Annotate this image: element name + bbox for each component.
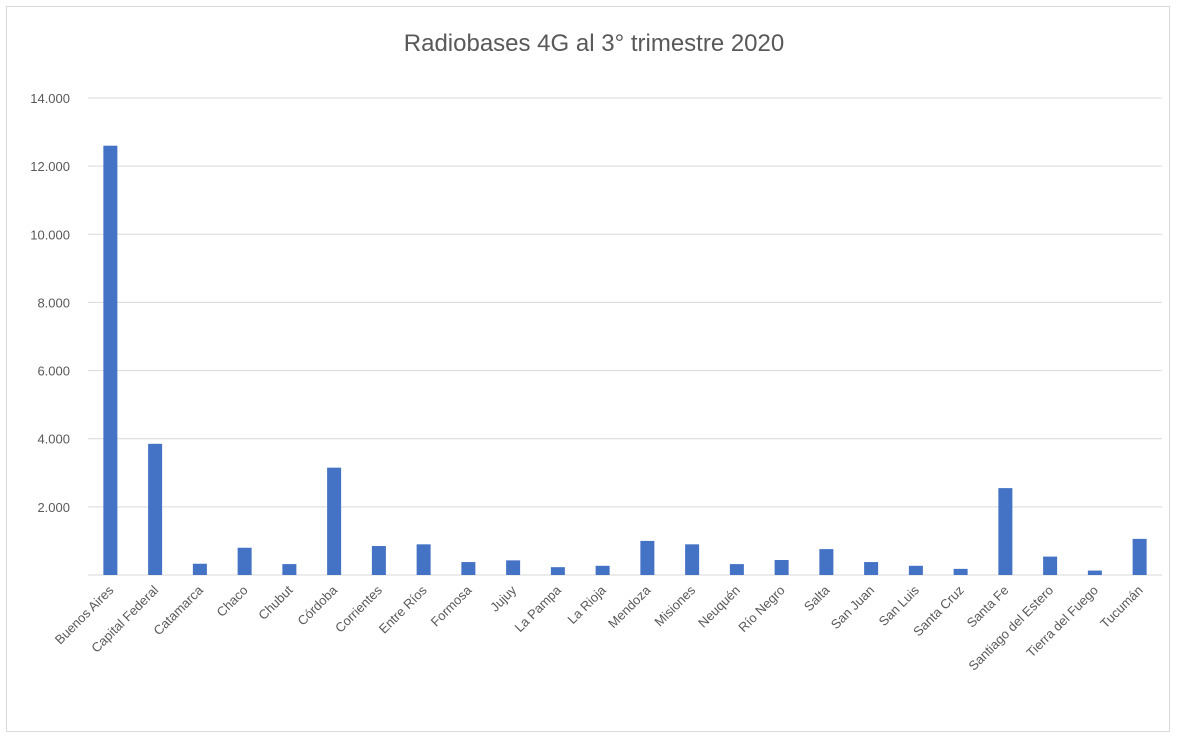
y-tick-label: 6.000 xyxy=(37,364,70,379)
bar xyxy=(774,560,789,575)
bar xyxy=(148,443,163,575)
bar xyxy=(371,546,386,575)
x-tick-label: Mendoza xyxy=(605,582,654,631)
bar xyxy=(819,549,834,575)
y-tick-label: 4.000 xyxy=(37,432,70,447)
bar xyxy=(506,560,521,575)
bar xyxy=(729,564,744,575)
x-tick-label: Catamarca xyxy=(150,582,206,638)
x-tick-label: San Luis xyxy=(876,582,923,629)
bar xyxy=(461,562,476,575)
bar xyxy=(908,565,923,575)
bar xyxy=(1087,570,1102,575)
chart-area xyxy=(6,6,1170,732)
bar xyxy=(282,564,297,575)
y-tick-label: 14.000 xyxy=(30,91,70,106)
bar xyxy=(416,544,431,575)
bar xyxy=(998,488,1013,575)
x-tick-label: Chubut xyxy=(255,582,296,623)
y-tick-label: 8.000 xyxy=(37,295,70,310)
x-tick-label: Jujuy xyxy=(487,582,519,614)
y-tick-label: 10.000 xyxy=(30,227,70,242)
bar xyxy=(685,544,700,575)
y-tick-label: 12.000 xyxy=(30,159,70,174)
bar xyxy=(103,145,118,575)
bar xyxy=(192,563,207,575)
bar xyxy=(237,547,252,575)
x-tick-label: Salta xyxy=(801,582,833,614)
x-tick-label: Córdoba xyxy=(294,582,340,628)
bar xyxy=(1132,538,1147,575)
bar xyxy=(953,568,968,575)
x-tick-label: San Juan xyxy=(828,583,877,632)
y-tick-label: 2.000 xyxy=(37,500,70,515)
bar xyxy=(595,565,610,575)
chart-title: Radiobases 4G al 3° trimestre 2020 xyxy=(403,30,785,57)
bar xyxy=(864,562,879,575)
bar xyxy=(640,540,655,575)
x-tick-label: Entre Ríos xyxy=(376,582,430,636)
x-tick-label: Misiones xyxy=(651,582,698,629)
bar xyxy=(1043,556,1058,575)
x-tick-label: Río Negro xyxy=(735,583,788,636)
x-tick-label: Formosa xyxy=(428,582,475,629)
x-tick-label: Tucumán xyxy=(1097,583,1146,632)
x-tick-label: Chaco xyxy=(214,583,251,620)
x-tick-label: La Rioja xyxy=(564,582,609,627)
x-tick-label: La Pampa xyxy=(511,582,564,635)
bar xyxy=(327,467,342,575)
x-tick-label: Santiago del Estero xyxy=(965,583,1056,674)
bar xyxy=(550,567,565,575)
